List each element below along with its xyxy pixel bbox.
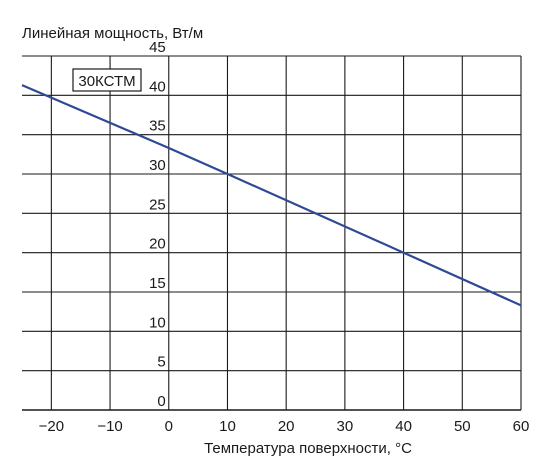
y-tick-labels: 0 5 10 15 20 25 30 35 40 45 — [149, 39, 166, 410]
series-label: 30КСТМ — [78, 73, 135, 90]
y-tick-label: 25 — [149, 196, 166, 213]
x-tick-label: 30 — [337, 418, 354, 435]
series-line — [21, 84, 522, 307]
x-tick-labels: −20 −10 0 10 20 30 40 50 60 — [39, 418, 530, 435]
y-tick-label: 45 — [149, 39, 166, 56]
y-tick-label: 15 — [149, 275, 166, 292]
x-tick-label: 10 — [219, 418, 236, 435]
y-tick-label: 35 — [149, 118, 166, 135]
x-tick-label: −20 — [39, 418, 64, 435]
x-tick-label: 50 — [454, 418, 471, 435]
x-tick-label: 40 — [395, 418, 412, 435]
y-tick-label: 0 — [157, 393, 165, 410]
series-layer — [21, 84, 522, 307]
x-tick-label: −10 — [97, 418, 122, 435]
y-tick-label: 30 — [149, 157, 166, 174]
y-tick-label: 10 — [149, 314, 166, 331]
grid — [22, 55, 522, 411]
y-tick-label: 20 — [149, 236, 166, 253]
y-axis-label: Линейная мощность, Вт/м — [22, 25, 203, 42]
x-tick-label: 20 — [278, 418, 295, 435]
y-tick-label: 5 — [157, 354, 165, 371]
y-tick-label: 40 — [149, 78, 166, 95]
series-label-frame — [72, 68, 142, 92]
series-label-box: 30КСТМ — [72, 68, 142, 92]
x-axis-label: Температура поверхности, °C — [204, 440, 412, 457]
x-tick-label: 60 — [513, 418, 530, 435]
x-tick-label: 0 — [165, 418, 173, 435]
